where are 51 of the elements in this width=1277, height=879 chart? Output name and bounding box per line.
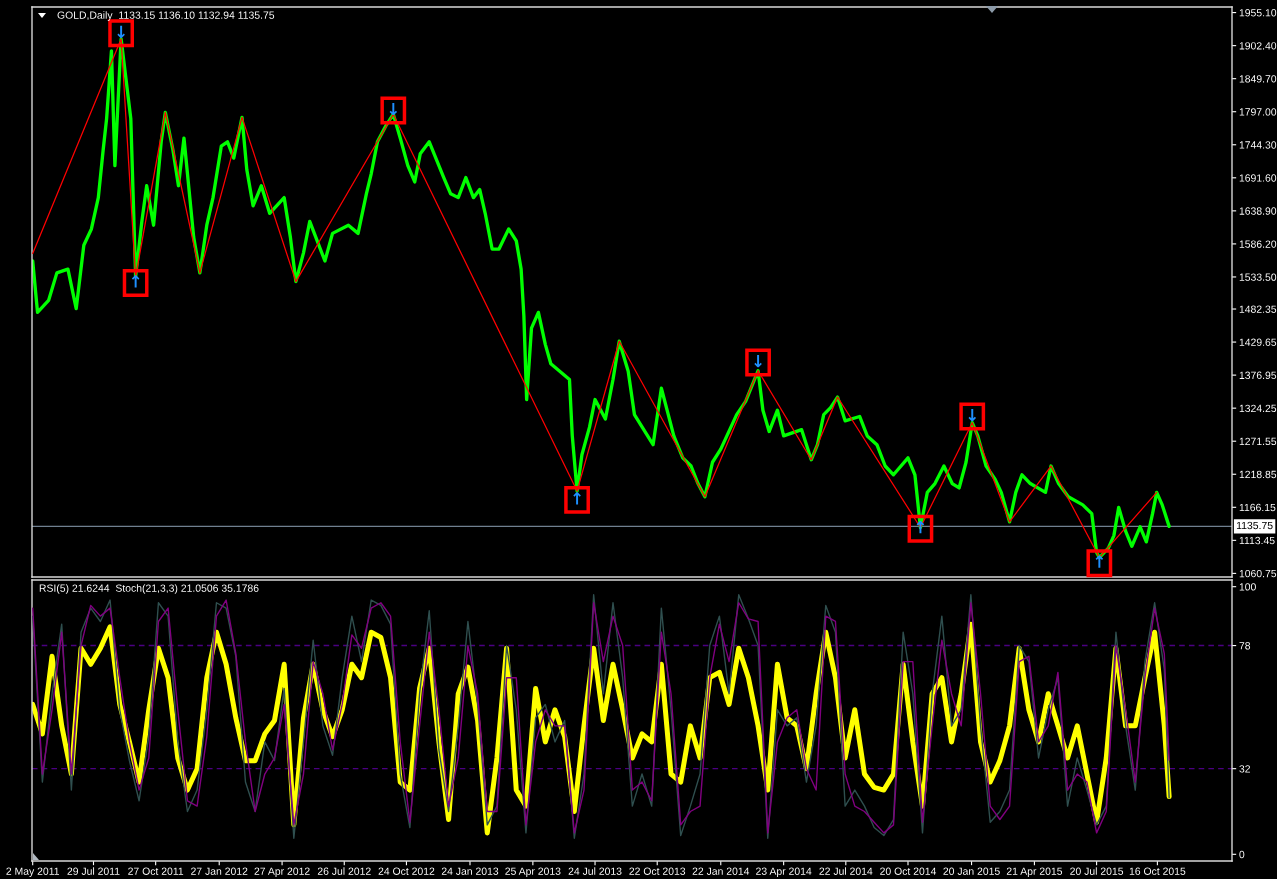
y-tick-label: 100 bbox=[1239, 583, 1256, 591]
y-tick-label: 1586.20 bbox=[1239, 240, 1277, 248]
y-tick-label: 1849.70 bbox=[1239, 75, 1277, 83]
annotation: ↑ bbox=[573, 492, 581, 505]
y-tick-label: 0 bbox=[1239, 850, 1245, 859]
x-tick-label: 24 Oct 2012 bbox=[378, 867, 435, 875]
x-tick-label: 20 Oct 2014 bbox=[880, 867, 937, 875]
x-tick-label: 27 Apr 2012 bbox=[254, 867, 310, 877]
ref-line-label: 1135.75 bbox=[1236, 521, 1273, 530]
y-tick-label: 1955.10 bbox=[1239, 9, 1277, 17]
x-tick-label: 2 May 2011 bbox=[6, 867, 60, 877]
x-tick-label: 22 Jan 2014 bbox=[692, 867, 750, 875]
x-tick-label: 20 Jul 2015 bbox=[1070, 867, 1124, 875]
x-tick-label: 24 Jan 2013 bbox=[441, 867, 499, 875]
y-tick-label: 78 bbox=[1239, 642, 1251, 650]
y-tick-label: 1691.60 bbox=[1239, 174, 1277, 182]
annotation: ↑ bbox=[131, 275, 140, 288]
y-tick-label: 1482.35 bbox=[1239, 305, 1277, 313]
annotation: ↓ bbox=[117, 25, 125, 38]
y-tick-label: 1797.00 bbox=[1239, 108, 1277, 116]
x-tick-label: 23 Apr 2014 bbox=[756, 867, 812, 877]
y-tick-label: 1744.30 bbox=[1239, 141, 1277, 149]
x-tick-label: 24 Jul 2013 bbox=[568, 867, 622, 875]
x-tick-label: 27 Jan 2012 bbox=[191, 867, 248, 875]
y-tick-label: 1902.40 bbox=[1239, 42, 1277, 50]
annotation: ↑ bbox=[1095, 555, 1104, 568]
y-tick-label: 32 bbox=[1239, 765, 1251, 773]
x-tick-label: 27 Oct 2011 bbox=[128, 867, 184, 875]
chart-title: RSI(5) 21.6244 Stoch(21,3,3) 21.0506 35.1786 bbox=[39, 584, 259, 594]
x-tick-label: 21 Apr 2015 bbox=[1006, 867, 1063, 877]
x-tick-label: 16 Oct 2015 bbox=[1129, 867, 1186, 875]
x-tick-label: 22 Oct 2013 bbox=[629, 867, 686, 875]
y-tick-label: 1060.75 bbox=[1239, 569, 1277, 578]
annotation: ↓ bbox=[754, 354, 762, 368]
y-tick-label: 1376.95 bbox=[1239, 371, 1277, 379]
y-tick-label: 1166.15 bbox=[1239, 503, 1276, 512]
annotation: ↓ bbox=[968, 408, 977, 422]
y-tick-label: 1113.45 bbox=[1239, 536, 1275, 545]
x-tick-label: 25 Apr 2013 bbox=[505, 867, 561, 877]
x-tick-label: 26 Jul 2012 bbox=[317, 867, 371, 875]
y-tick-label: 1218.85 bbox=[1239, 470, 1277, 479]
chart-title: GOLD,Daily 1133.15 1136.10 1132.94 1135.75 bbox=[57, 11, 275, 21]
x-tick-label: 20 Jan 2015 bbox=[943, 867, 1000, 875]
y-tick-label: 1533.50 bbox=[1239, 273, 1277, 281]
x-tick-label: 22 Jul 2014 bbox=[819, 867, 873, 875]
y-tick-label: 1429.65 bbox=[1239, 338, 1277, 346]
annotation: ↓ bbox=[389, 102, 398, 116]
x-tick-label: 29 Jul 2011 bbox=[67, 867, 120, 875]
y-tick-label: 1271.55 bbox=[1239, 437, 1277, 446]
y-tick-label: 1324.25 bbox=[1239, 404, 1277, 413]
y-tick-label: 1638.90 bbox=[1239, 207, 1277, 215]
